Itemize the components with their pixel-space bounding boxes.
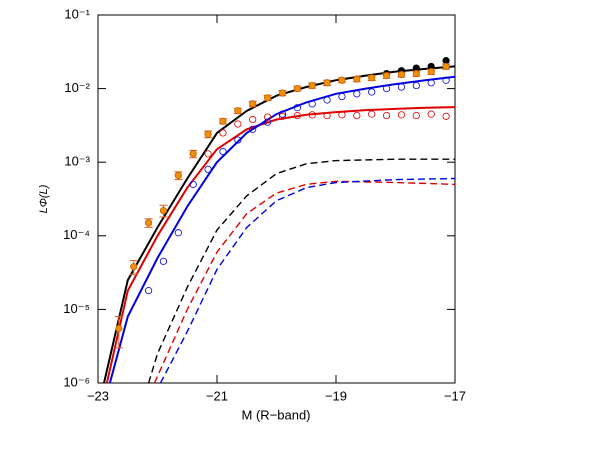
- point: [234, 120, 242, 128]
- point: [293, 104, 301, 112]
- point: [338, 76, 346, 84]
- point: [412, 69, 420, 78]
- point: [397, 111, 406, 119]
- x-tick-label: −21: [206, 388, 228, 403]
- point: [204, 165, 212, 173]
- point: [249, 115, 257, 124]
- line: [153, 180, 455, 383]
- point: [353, 75, 361, 83]
- point: [293, 111, 301, 120]
- point: [382, 72, 391, 80]
- point: [144, 219, 153, 227]
- y-axis-label: LΦ(L): [38, 184, 50, 213]
- point: [412, 111, 420, 120]
- point: [427, 110, 435, 118]
- point: [263, 118, 272, 126]
- point: [174, 229, 182, 237]
- x-tick-label: −17: [444, 388, 466, 403]
- point: [159, 257, 168, 265]
- point: [353, 90, 361, 98]
- point: [397, 83, 406, 91]
- plot-frame: [97, 14, 456, 384]
- point: [308, 81, 316, 90]
- point: [323, 79, 331, 87]
- point: [338, 92, 346, 101]
- point: [442, 62, 450, 71]
- point: [368, 74, 376, 82]
- x-axis-label: M (R−band): [242, 407, 311, 422]
- point: [174, 171, 182, 180]
- y-tick-label: 10⁻³: [64, 154, 90, 169]
- point: [323, 96, 331, 104]
- point: [382, 111, 391, 120]
- point: [427, 79, 435, 87]
- y-tick-label: 10⁻²: [64, 80, 90, 95]
- point: [219, 117, 227, 125]
- line: [159, 177, 455, 383]
- point: [204, 150, 212, 158]
- point: [412, 81, 420, 90]
- line: [105, 106, 455, 383]
- point: [263, 94, 272, 102]
- y-tick-label: 10⁻¹: [64, 6, 90, 21]
- line: [108, 75, 455, 383]
- point: [234, 136, 242, 144]
- x-tick-label: −23: [87, 388, 109, 403]
- error-bar: [114, 316, 123, 349]
- y-tick-label: 10⁻⁴: [63, 227, 90, 242]
- point: [249, 100, 257, 108]
- point: [368, 110, 376, 118]
- point: [159, 206, 168, 215]
- point: [249, 125, 257, 133]
- point: [382, 85, 391, 93]
- point: [115, 324, 123, 333]
- y-tick-label: 10⁻⁶: [63, 374, 90, 389]
- line: [147, 158, 455, 383]
- point: [263, 113, 272, 121]
- line: [103, 65, 455, 383]
- point: [278, 89, 287, 97]
- point: [219, 129, 227, 137]
- point: [293, 85, 301, 93]
- point: [189, 180, 197, 188]
- point: [442, 112, 450, 120]
- point: [427, 68, 435, 76]
- point: [308, 100, 316, 108]
- point: [130, 263, 138, 271]
- x-tick-label: −19: [325, 388, 347, 403]
- point: [323, 111, 331, 120]
- point: [144, 287, 153, 295]
- plot-area: [103, 57, 455, 383]
- point: [353, 111, 361, 120]
- point: [397, 70, 406, 79]
- point: [189, 150, 197, 158]
- point: [308, 111, 316, 119]
- point: [278, 110, 287, 118]
- point: [368, 88, 376, 96]
- point: [278, 112, 287, 120]
- point: [204, 130, 212, 138]
- point: [442, 76, 450, 84]
- point: [219, 147, 227, 156]
- point: [234, 107, 242, 115]
- y-tick-label: 10⁻⁵: [63, 301, 90, 316]
- point: [338, 111, 346, 119]
